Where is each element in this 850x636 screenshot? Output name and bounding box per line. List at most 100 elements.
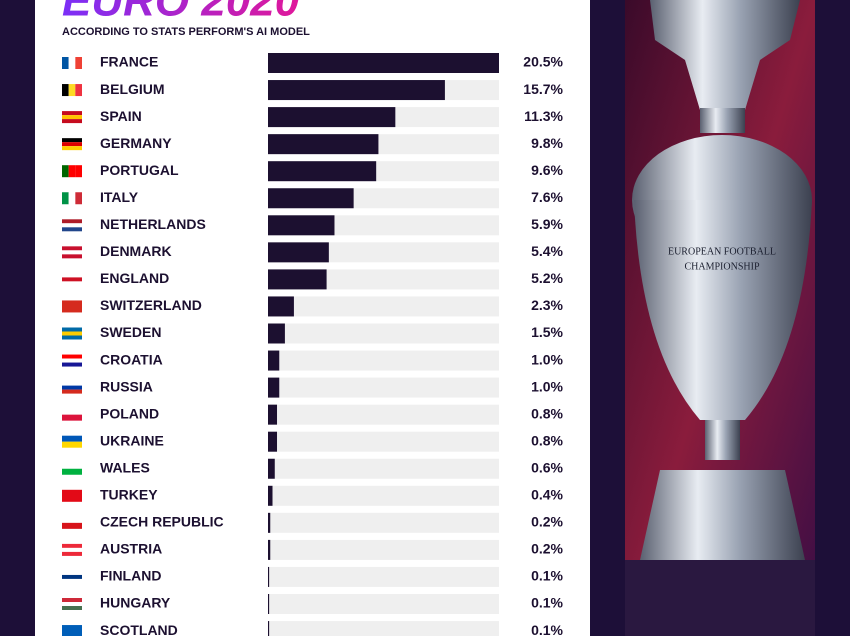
flag — [62, 578, 82, 583]
value-label: 7.6% — [531, 189, 563, 205]
flag — [68, 84, 76, 97]
value-label: 5.2% — [531, 270, 563, 286]
bar — [268, 539, 271, 560]
bar-track — [268, 566, 499, 587]
country-label: ENGLAND — [100, 270, 169, 286]
value-label: 2.3% — [531, 297, 563, 313]
country-label: CZECH REPUBLIC — [100, 514, 224, 530]
value-label: 20.5% — [523, 54, 563, 70]
bar — [268, 431, 278, 452]
country-label: AUSTRIA — [100, 541, 162, 557]
bar — [268, 485, 273, 506]
flag — [62, 300, 82, 313]
flag — [75, 57, 82, 69]
bar-track — [268, 404, 499, 425]
bar — [268, 404, 278, 425]
country-label: UKRAINE — [100, 432, 164, 448]
bar-track — [268, 431, 499, 452]
flag — [62, 606, 82, 610]
value-label: 5.4% — [531, 243, 563, 259]
flag — [62, 574, 82, 579]
flag — [62, 138, 82, 143]
country-label: PORTUGAL — [100, 162, 179, 178]
value-label: 11.3% — [524, 108, 563, 124]
flag — [62, 192, 69, 205]
flag — [62, 57, 69, 69]
country-label: FINLAND — [100, 568, 161, 584]
country-label: WALES — [100, 459, 150, 475]
country-label: SPAIN — [100, 108, 142, 124]
bar-track — [268, 512, 499, 533]
bar — [268, 350, 280, 371]
flag — [62, 381, 82, 386]
bar-track — [268, 350, 499, 371]
flag — [62, 254, 82, 259]
bar-track — [268, 323, 499, 344]
svg-text:EUROPEAN FOOTBALL: EUROPEAN FOOTBALL — [668, 246, 776, 257]
flag — [62, 468, 82, 475]
flag — [62, 227, 82, 232]
value-label: 5.9% — [531, 216, 563, 232]
flag — [62, 111, 82, 116]
country-label: SWITZERLAND — [100, 297, 202, 313]
value-label: 15.7% — [523, 81, 563, 97]
flag — [68, 192, 76, 205]
country-label: POLAND — [100, 405, 159, 421]
flag — [62, 277, 82, 282]
value-label: 1.0% — [531, 351, 563, 367]
flag — [62, 358, 82, 363]
bar-track — [268, 485, 499, 506]
value-label: 0.8% — [531, 405, 563, 421]
value-label: 0.4% — [531, 487, 563, 503]
country-label: DENMARK — [100, 243, 172, 259]
flag — [62, 414, 82, 421]
bar — [268, 242, 329, 263]
flag — [62, 250, 82, 255]
flag — [62, 142, 82, 147]
value-label: 0.1% — [531, 568, 563, 584]
bar — [268, 269, 327, 290]
trophy-photo: EUROPEAN FOOTBALL CHAMPIONSHIP — [625, 0, 815, 636]
country-label: SWEDEN — [100, 324, 161, 340]
chart-title: EURO 2020 — [62, 0, 300, 26]
bar — [268, 80, 445, 101]
country-label: NETHERLANDS — [100, 216, 206, 232]
country-label: ITALY — [100, 189, 139, 205]
flag — [62, 408, 82, 415]
value-label: 0.2% — [531, 541, 563, 557]
flag — [62, 385, 82, 390]
flag — [68, 165, 76, 178]
value-label: 0.1% — [531, 595, 563, 611]
bar — [268, 621, 270, 636]
flag — [62, 146, 82, 151]
country-label: SCOTLAND — [100, 622, 178, 636]
bar-track — [268, 377, 499, 398]
flag — [62, 598, 82, 602]
flag — [62, 165, 69, 178]
flag — [62, 281, 82, 286]
flag — [62, 219, 82, 224]
flag — [62, 602, 82, 606]
bar — [268, 512, 271, 533]
bar — [268, 215, 335, 236]
svg-text:CHAMPIONSHIP: CHAMPIONSHIP — [684, 261, 759, 272]
bar — [268, 296, 294, 317]
bar — [268, 188, 354, 209]
flag — [62, 354, 82, 359]
bar — [268, 107, 396, 128]
bar-track — [268, 594, 499, 614]
flag — [62, 331, 82, 336]
country-label: RUSSIA — [100, 378, 153, 394]
bar — [268, 377, 280, 398]
flag — [75, 165, 82, 178]
bar — [268, 323, 285, 344]
value-label: 9.6% — [531, 162, 563, 178]
flag — [62, 84, 69, 97]
flag — [62, 389, 82, 394]
value-label: 0.1% — [531, 622, 563, 636]
flag — [62, 435, 82, 442]
bar — [268, 594, 270, 614]
flag — [62, 522, 82, 529]
flag — [62, 570, 82, 575]
bar — [268, 134, 379, 155]
